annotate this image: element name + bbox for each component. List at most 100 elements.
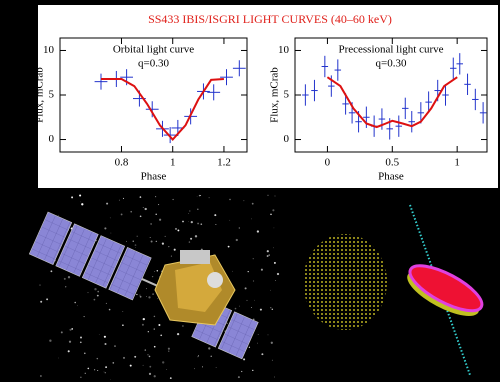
star bbox=[84, 352, 86, 355]
star bbox=[97, 369, 99, 372]
star bbox=[134, 244, 137, 246]
star bbox=[197, 208, 199, 210]
star bbox=[215, 224, 217, 226]
x-tick-label: 0 bbox=[325, 157, 331, 169]
x-tick-label: 1 bbox=[454, 157, 460, 169]
star bbox=[229, 198, 231, 201]
star bbox=[152, 293, 155, 296]
star bbox=[156, 270, 159, 272]
star bbox=[134, 355, 137, 358]
star bbox=[142, 207, 144, 208]
star bbox=[196, 196, 198, 197]
star bbox=[160, 334, 163, 337]
star bbox=[188, 241, 191, 243]
star bbox=[229, 219, 231, 221]
star bbox=[98, 334, 100, 335]
chart-panel bbox=[38, 5, 498, 188]
star bbox=[197, 355, 200, 357]
star bbox=[257, 342, 258, 344]
y-axis-label: Flux, mCrab bbox=[269, 67, 281, 123]
star bbox=[182, 220, 184, 223]
star bbox=[118, 199, 120, 201]
star bbox=[189, 210, 191, 212]
star bbox=[105, 366, 107, 368]
star bbox=[96, 357, 99, 360]
star bbox=[148, 296, 151, 299]
star bbox=[197, 222, 200, 225]
star bbox=[208, 197, 210, 199]
star bbox=[142, 317, 145, 321]
star bbox=[97, 290, 100, 293]
star bbox=[241, 370, 243, 373]
star bbox=[120, 213, 123, 216]
star bbox=[93, 369, 96, 371]
star bbox=[136, 293, 138, 296]
star bbox=[256, 230, 260, 233]
star bbox=[129, 364, 132, 367]
star bbox=[188, 213, 190, 214]
star bbox=[63, 277, 66, 280]
star bbox=[110, 232, 112, 234]
star bbox=[141, 323, 144, 326]
star bbox=[71, 196, 74, 199]
star bbox=[162, 361, 165, 364]
star bbox=[74, 301, 76, 304]
star bbox=[139, 294, 141, 296]
star bbox=[168, 245, 170, 248]
star bbox=[122, 197, 125, 199]
star bbox=[170, 255, 172, 257]
star bbox=[144, 207, 147, 211]
star bbox=[80, 336, 82, 339]
star bbox=[40, 375, 42, 377]
star bbox=[266, 250, 269, 253]
star bbox=[244, 287, 247, 290]
star bbox=[150, 240, 153, 243]
star bbox=[202, 366, 203, 368]
star bbox=[243, 200, 245, 202]
star bbox=[39, 284, 41, 286]
star bbox=[190, 237, 193, 240]
star bbox=[151, 275, 154, 278]
annotation: q=0.30 bbox=[376, 58, 407, 70]
star bbox=[251, 218, 252, 220]
star bbox=[130, 210, 132, 213]
star bbox=[243, 358, 246, 361]
star bbox=[139, 295, 142, 298]
star bbox=[87, 367, 90, 370]
star bbox=[136, 235, 138, 237]
star bbox=[272, 209, 275, 212]
star bbox=[251, 202, 254, 205]
star bbox=[270, 341, 273, 344]
star bbox=[190, 220, 193, 224]
star bbox=[108, 308, 111, 311]
star bbox=[142, 364, 144, 366]
x-tick-label: 1.2 bbox=[217, 157, 231, 169]
star bbox=[93, 298, 96, 301]
star bbox=[155, 196, 157, 198]
star bbox=[172, 198, 174, 201]
model-curve bbox=[101, 78, 224, 141]
y-tick-label: 5 bbox=[284, 89, 290, 101]
star bbox=[57, 214, 59, 216]
star bbox=[114, 345, 116, 347]
x-tick-label: 0.5 bbox=[385, 157, 399, 169]
star bbox=[159, 218, 162, 221]
star bbox=[87, 292, 89, 294]
star bbox=[182, 325, 184, 327]
x-tick-label: 0.8 bbox=[115, 157, 129, 169]
star bbox=[215, 367, 217, 368]
star bbox=[200, 195, 202, 196]
star bbox=[268, 254, 270, 256]
star bbox=[83, 316, 85, 318]
star bbox=[208, 347, 211, 350]
star bbox=[148, 355, 151, 358]
star bbox=[269, 289, 271, 291]
star bbox=[132, 240, 134, 242]
star bbox=[259, 308, 262, 311]
star bbox=[68, 340, 72, 343]
star bbox=[260, 268, 263, 271]
star bbox=[271, 308, 274, 311]
star bbox=[148, 372, 152, 375]
star bbox=[176, 332, 180, 336]
star bbox=[109, 217, 111, 219]
